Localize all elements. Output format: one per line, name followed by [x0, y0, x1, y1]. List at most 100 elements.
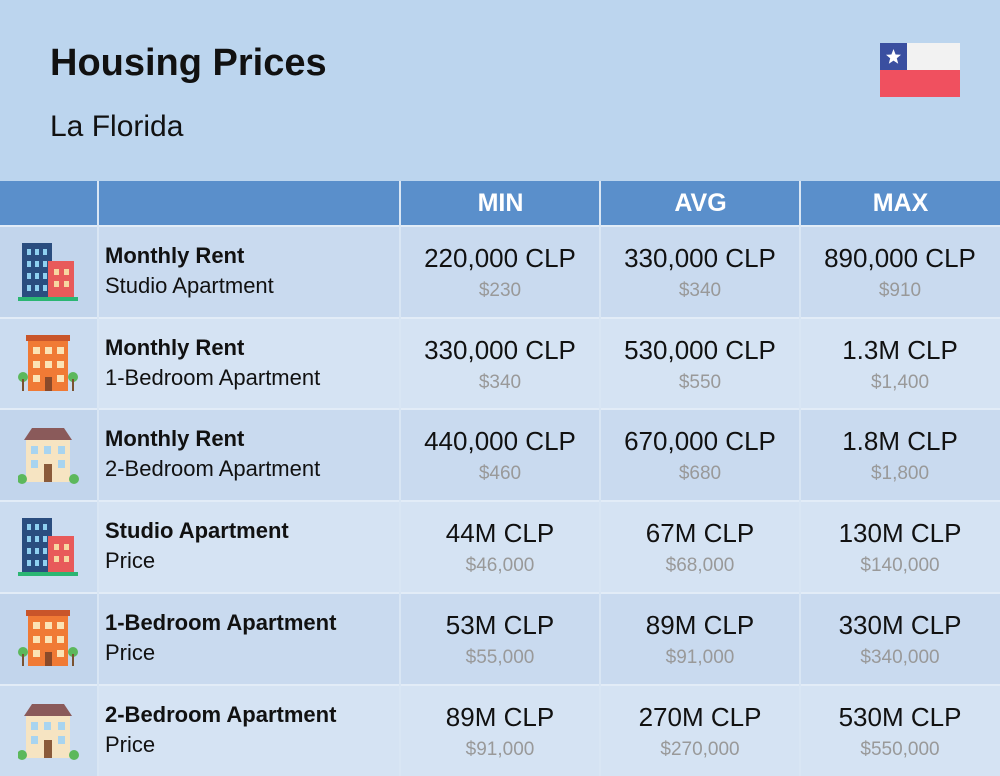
price-cell: 1.3M CLP $1,400 — [801, 335, 999, 394]
usd-price: $140,000 — [860, 555, 940, 577]
row-title: Studio Apartment — [105, 518, 289, 544]
row-title: Monthly Rent — [105, 426, 245, 452]
local-price: 130M CLP — [838, 518, 962, 549]
usd-price: $460 — [478, 463, 522, 485]
row-divider — [0, 683, 1000, 686]
row-label: Monthly Rent 2-Bedroom Apartment — [105, 426, 320, 482]
usd-price: $230 — [478, 280, 522, 301]
local-price: 330M CLP — [838, 609, 962, 640]
price-cell: 44M CLP $46,000 — [401, 518, 599, 577]
local-price: 220,000 CLP — [424, 243, 576, 273]
usd-price: $1,400 — [870, 371, 930, 393]
column-divider — [799, 181, 801, 776]
row-label: 2-Bedroom Apartment Price — [105, 702, 336, 758]
row-divider — [0, 408, 1000, 411]
price-table: MIN AVG MAX Monthly Rent Studio Apartment 220… — [0, 181, 1000, 776]
row-subtitle: Price — [105, 548, 156, 574]
subtitle: La Florida — [50, 110, 184, 143]
row-label: Monthly Rent Studio Apartment — [105, 243, 274, 299]
column-divider — [97, 181, 99, 776]
row-label: Studio Apartment Price — [105, 518, 289, 574]
local-price: 330,000 CLP — [624, 243, 776, 273]
building-icon — [18, 334, 78, 391]
usd-price: $91,000 — [665, 646, 735, 668]
usd-price: $46,000 — [465, 555, 535, 577]
row-divider — [0, 500, 1000, 503]
usd-price: $680 — [678, 463, 722, 485]
row-background — [0, 226, 1000, 318]
local-price: 670,000 CLP — [624, 426, 776, 457]
usd-price: $1,800 — [870, 463, 930, 485]
price-cell: 89M CLP $91,000 — [401, 702, 599, 761]
building-icon — [18, 428, 79, 485]
row-background — [0, 684, 1000, 776]
column-header: MAX — [801, 181, 1000, 225]
building-icon — [18, 703, 79, 760]
column-divider — [599, 181, 601, 776]
row-background — [0, 592, 1000, 685]
price-cell: 53M CLP $55,000 — [401, 610, 599, 669]
local-price: 270M CLP — [638, 701, 762, 732]
usd-price: $340,000 — [860, 646, 940, 668]
price-cell: 89M CLP $91,000 — [601, 610, 799, 669]
usd-price: $55,000 — [465, 646, 535, 668]
price-cell: 530M CLP $550,000 — [801, 702, 999, 761]
local-price: 1.8M CLP — [842, 426, 958, 457]
local-price: 530,000 CLP — [624, 334, 776, 365]
row-subtitle: Price — [105, 639, 156, 665]
row-label: Monthly Rent 1-Bedroom Apartment — [105, 335, 320, 391]
local-price: 330,000 CLP — [424, 334, 576, 365]
column-header: AVG — [601, 181, 800, 225]
usd-price: $68,000 — [665, 555, 735, 577]
building-icon — [18, 609, 78, 666]
row-label: 1-Bedroom Apartment Price — [105, 610, 336, 666]
row-title: 2-Bedroom Apartment — [105, 701, 337, 727]
local-price: 44M CLP — [445, 518, 555, 549]
row-background — [0, 317, 1000, 410]
local-price: 89M CLP — [645, 609, 755, 640]
row-divider — [0, 591, 1000, 594]
usd-price: $340 — [478, 371, 522, 393]
local-price: 53M CLP — [445, 609, 555, 640]
local-price: 440,000 CLP — [424, 426, 576, 457]
row-subtitle: 2-Bedroom Apartment — [105, 456, 321, 482]
price-cell: 130M CLP $140,000 — [801, 518, 999, 577]
row-divider — [0, 225, 1000, 227]
usd-price: $340 — [678, 280, 722, 301]
local-price: 890,000 CLP — [824, 243, 976, 273]
local-price: 530M CLP — [838, 701, 962, 732]
price-cell: 330,000 CLP $340 — [401, 335, 599, 394]
price-cell: 270M CLP $270,000 — [601, 702, 799, 761]
row-title: 1-Bedroom Apartment — [105, 609, 337, 635]
row-subtitle: Price — [105, 731, 156, 757]
price-cell: 530,000 CLP $550 — [601, 335, 799, 394]
local-price: 89M CLP — [445, 701, 555, 732]
local-price: 1.3M CLP — [842, 334, 958, 365]
building-icon — [18, 518, 78, 577]
usd-price: $910 — [878, 280, 922, 301]
flag — [880, 43, 960, 97]
row-subtitle: Studio Apartment — [105, 273, 274, 298]
usd-price: $270,000 — [660, 738, 740, 760]
row-divider — [0, 316, 1000, 319]
usd-price: $550 — [678, 371, 722, 393]
price-cell: 330M CLP $340,000 — [801, 610, 999, 669]
row-title: Monthly Rent — [105, 334, 245, 360]
building-icon — [18, 243, 78, 301]
price-cell: 670,000 CLP $680 — [601, 426, 799, 485]
price-cell: 1.8M CLP $1,800 — [801, 426, 999, 485]
price-cell: 440,000 CLP $460 — [401, 426, 599, 485]
header-cell — [0, 181, 97, 225]
price-cell: 330,000 CLP $340 — [601, 243, 799, 302]
row-subtitle: 1-Bedroom Apartment — [105, 364, 321, 390]
usd-price: $550,000 — [860, 738, 940, 760]
row-background — [0, 501, 1000, 593]
usd-price: $91,000 — [465, 738, 535, 760]
row-title: Monthly Rent — [105, 243, 245, 268]
price-cell: 890,000 CLP $910 — [801, 243, 999, 302]
title: Housing Prices — [50, 42, 327, 84]
column-divider — [399, 181, 401, 776]
header-cell — [98, 181, 399, 225]
local-price: 67M CLP — [645, 518, 755, 549]
